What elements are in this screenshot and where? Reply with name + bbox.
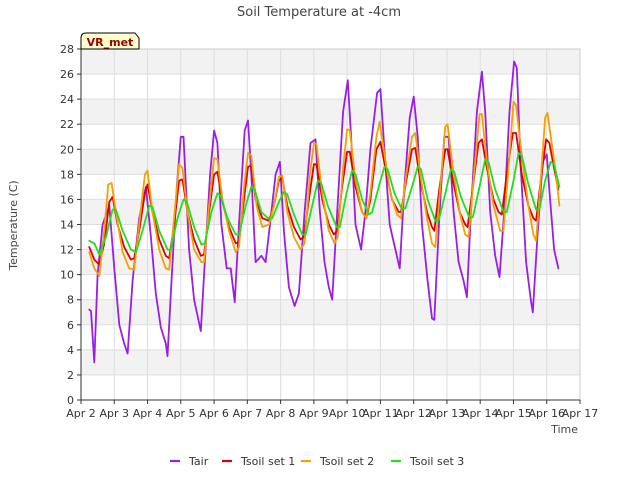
series-line-tsoil-set-3 [88, 152, 561, 256]
y-tick-label: 10 [60, 269, 74, 282]
plot-band [81, 149, 580, 175]
series-line-tsoil-set-2 [88, 100, 561, 277]
plot-band [81, 99, 580, 125]
y-tick-label: 14 [60, 219, 74, 232]
legend-label: Tsoil set 3 [409, 455, 464, 468]
plot-band [81, 374, 580, 400]
station-badge: VR_met [80, 32, 140, 50]
x-tick-label: Apr 8 [266, 407, 296, 420]
plot-bands [81, 49, 580, 400]
x-tick-label: Apr 14 [462, 407, 499, 420]
plot-band [81, 49, 580, 75]
x-tick-label: Apr 2 [66, 407, 96, 420]
legend: Tair Tsoil set 1 Tsoil set 2 Tsoil set 3 [170, 455, 464, 468]
legend-item: Tsoil set 3 [391, 455, 464, 468]
plot-band [81, 324, 580, 350]
x-tick-label: Apr 15 [495, 407, 532, 420]
y-tick-label: 24 [60, 93, 74, 106]
legend-item: Tsoil set 1 [222, 455, 295, 468]
legend-item: Tair [170, 455, 209, 468]
plot-band [81, 124, 580, 150]
y-tick-label: 20 [60, 143, 74, 156]
legend-label: Tsoil set 1 [240, 455, 295, 468]
series-layer [88, 60, 561, 364]
x-tick-label: Apr 4 [133, 407, 163, 420]
chart-title: Soil Temperature at -4cm [237, 5, 401, 20]
x-tick-label: Apr 17 [562, 407, 599, 420]
x-tick-label: Apr 12 [395, 407, 432, 420]
y-tick-label: 22 [60, 118, 74, 131]
series-line-tsoil-set-1 [88, 132, 560, 266]
y-tick-label: 4 [67, 344, 74, 357]
x-tick-label: Apr 6 [199, 407, 229, 420]
plot-band [81, 249, 580, 275]
x-axis-label: Time [550, 423, 578, 436]
legend-item: Tsoil set 2 [301, 455, 374, 468]
x-tick-labels: Apr 2 Apr 3 Apr 4 Apr 5 Apr 6 Apr 7 Apr 8 Apr 9… [66, 400, 598, 420]
x-tick-label: Apr 16 [528, 407, 565, 420]
y-tick-label: 2 [67, 369, 74, 382]
x-tick-label: Apr 5 [166, 407, 196, 420]
series-line-tair [88, 60, 560, 364]
y-tick-label: 16 [60, 193, 74, 206]
plot-band [81, 349, 580, 375]
y-tick-label: 6 [67, 319, 74, 332]
y-tick-label: 12 [60, 244, 74, 257]
x-tick-label: Apr 10 [329, 407, 366, 420]
y-tick-label: 0 [67, 394, 74, 407]
station-badge-label: VR_met [87, 36, 134, 49]
x-tick-label: Apr 3 [100, 407, 130, 420]
y-tick-label: 26 [60, 68, 74, 81]
plot-band [81, 299, 580, 325]
x-tick-label: Apr 11 [362, 407, 399, 420]
x-tick-label: Apr 13 [429, 407, 466, 420]
y-tick-label: 28 [60, 43, 74, 56]
y-axis-label: Temperature (C) [7, 180, 20, 270]
y-tick-label: 18 [60, 168, 74, 181]
legend-label: Tsoil set 2 [319, 455, 374, 468]
y-tick-label: 8 [67, 294, 74, 307]
x-tick-label: Apr 9 [299, 407, 329, 420]
legend-label: Tair [188, 455, 209, 468]
x-tick-label: Apr 7 [233, 407, 263, 420]
plot-band [81, 74, 580, 100]
station-badge-box [80, 32, 140, 50]
